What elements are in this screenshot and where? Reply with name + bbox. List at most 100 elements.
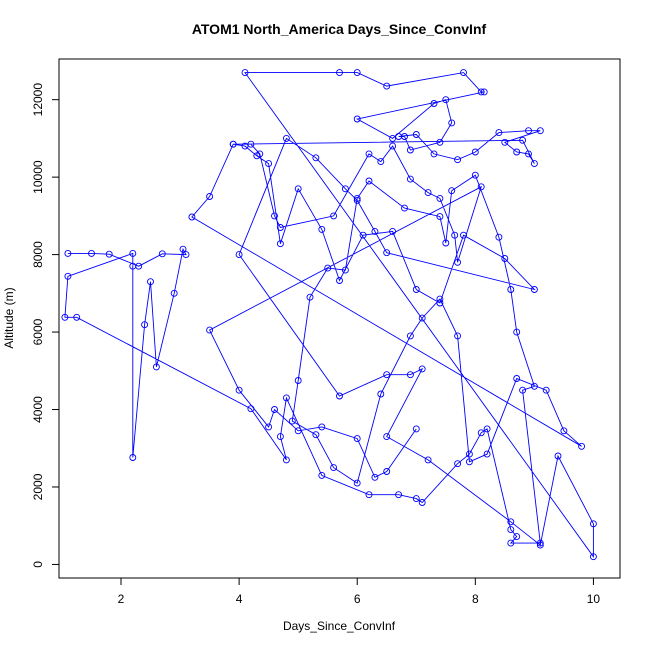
data-point: [371, 227, 379, 235]
data-point: [229, 140, 237, 148]
data-point: [306, 293, 314, 301]
data-point: [206, 193, 214, 200]
data-point: [129, 454, 137, 461]
y-tick-label: 2000: [31, 473, 45, 500]
data-point: [412, 425, 420, 433]
data-point: [424, 189, 432, 197]
data-point: [389, 134, 397, 142]
data-point: [480, 88, 488, 96]
data-point: [477, 88, 485, 96]
data-point: [513, 533, 521, 541]
data-point: [152, 363, 160, 371]
data-point: [377, 390, 385, 398]
data-point: [395, 133, 403, 140]
data-point: [454, 156, 462, 164]
y-tick-label: 12000: [31, 83, 45, 117]
data-point: [536, 541, 544, 549]
data-point: [353, 435, 361, 443]
data-point: [353, 115, 361, 123]
data-point: [454, 258, 462, 266]
data-point: [436, 213, 444, 221]
data-point: [513, 148, 521, 156]
series-layer: [61, 69, 597, 561]
data-point: [454, 332, 462, 340]
x-tick-label: 6: [354, 592, 361, 606]
data-point: [282, 394, 290, 402]
data-point: [525, 127, 532, 135]
data-point: [395, 491, 403, 499]
data-point: [448, 187, 456, 195]
data-point: [383, 371, 391, 379]
data-point: [442, 239, 450, 247]
data-point: [454, 460, 462, 468]
data-point: [353, 194, 361, 202]
data-point: [530, 160, 538, 168]
data-point: [271, 406, 278, 413]
data-point: [406, 332, 414, 340]
y-tick-label: 6000: [31, 318, 45, 345]
data-point: [589, 553, 597, 561]
data-point: [519, 136, 527, 144]
data-point: [282, 134, 290, 142]
data-point: [507, 286, 515, 293]
chart-title: ATOM1 North_America Days_Since_ConvInf: [192, 21, 487, 37]
data-point: [276, 433, 284, 441]
data-point: [141, 321, 149, 329]
data-point: [436, 299, 444, 307]
data-point: [247, 405, 255, 413]
data-point: [276, 240, 284, 248]
data-point: [377, 158, 385, 166]
data-point: [353, 69, 361, 77]
data-point: [105, 250, 113, 258]
y-tick-label: 0: [31, 561, 45, 568]
data-point: [406, 146, 414, 154]
x-tick-label: 2: [118, 592, 125, 606]
data-point: [318, 471, 326, 479]
data-point: [353, 196, 361, 204]
data-point: [483, 425, 491, 433]
data-point: [418, 314, 426, 322]
data-point: [401, 204, 408, 212]
data-point: [170, 289, 178, 297]
data-point: [61, 313, 69, 321]
data-point: [501, 138, 509, 146]
data-point: [371, 473, 379, 481]
data-point: [412, 131, 420, 138]
data-point: [436, 295, 444, 303]
data-point: [336, 392, 343, 400]
x-axis-label: Days_Since_ConvInf: [283, 619, 396, 633]
data-point: [383, 249, 391, 257]
data-point: [519, 386, 527, 394]
data-point: [365, 491, 373, 499]
data-point: [206, 326, 214, 334]
data-point: [507, 526, 515, 534]
data-point: [418, 499, 426, 506]
data-point: [418, 365, 426, 373]
data-point: [507, 518, 515, 526]
x-tick-label: 10: [587, 592, 601, 606]
data-point: [359, 231, 367, 239]
data-point: [554, 452, 562, 460]
data-point: [513, 328, 521, 336]
data-point: [353, 479, 361, 487]
data-point: [336, 69, 343, 77]
data-point: [182, 251, 190, 259]
data-point: [436, 194, 444, 202]
data-point: [294, 377, 302, 384]
data-point: [271, 212, 278, 220]
data-point: [179, 245, 187, 253]
data-point: [389, 142, 397, 150]
data-point: [430, 100, 438, 107]
data-point: [330, 464, 338, 472]
data-point: [235, 386, 243, 394]
data-point: [318, 423, 326, 431]
data-point: [436, 138, 444, 146]
data-point: [448, 119, 456, 127]
data-point: [465, 450, 473, 458]
data-point: [265, 423, 273, 431]
data-point: [460, 231, 467, 239]
data-point: [276, 224, 284, 231]
data-point: [294, 185, 302, 193]
data-point: [406, 371, 414, 379]
data-point: [129, 249, 137, 257]
